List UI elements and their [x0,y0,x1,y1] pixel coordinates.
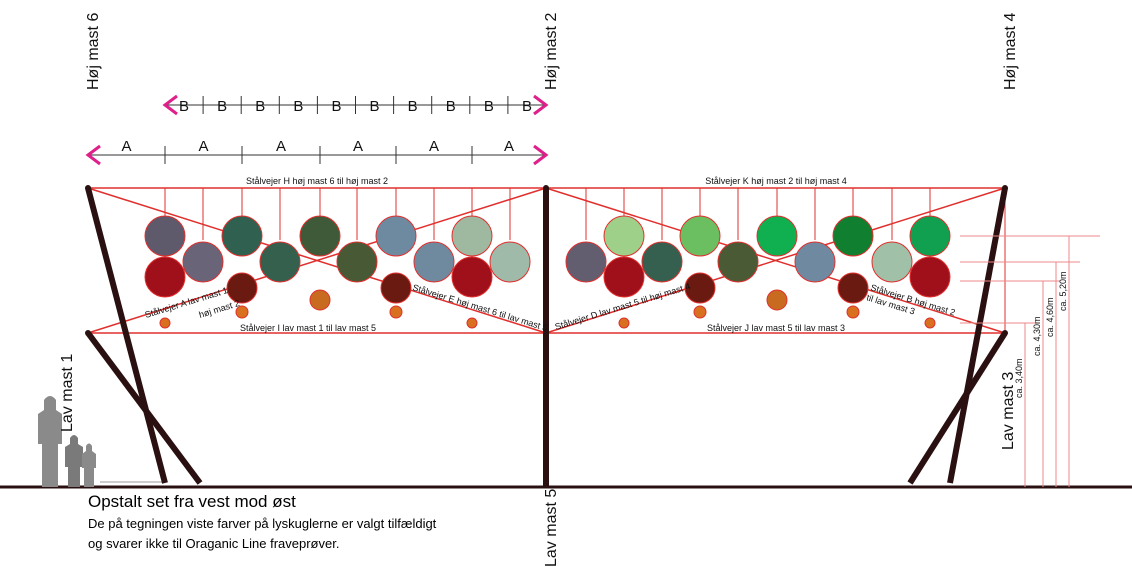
cable [87,187,547,334]
mast-top [543,330,549,336]
sphere [259,241,301,283]
mast-label: Lav mast 1 [59,354,76,432]
caption-line: og svarer ikke til Oraganic Line fravepr… [88,536,339,551]
dim-label: A [353,138,363,155]
sphere [144,256,186,298]
mast-top [85,330,91,336]
cable-label: Stålvejer I lav mast 1 til lav mast 5 [240,323,376,333]
sphere [684,272,716,304]
mast-label: Høj mast 2 [543,13,560,90]
sphere [451,256,493,298]
dim-label: B [370,98,380,115]
dim-label: B [408,98,418,115]
person [82,443,96,487]
sphere [235,305,249,319]
mast-top [85,185,91,191]
sphere [144,215,186,257]
sphere [603,256,645,298]
sphere [309,289,331,311]
dim-label: B [217,98,227,115]
sphere [766,289,788,311]
layout [0,94,1132,489]
caption-title: Opstalt set fra vest mod øst [88,492,296,511]
mast [947,187,1008,484]
sphere [909,256,951,298]
dim-label: A [121,138,131,155]
sphere [159,317,171,329]
cable-label: Stålvejer H høj mast 6 til høj mast 2 [246,176,388,186]
dim-label: B [179,98,189,115]
mast [85,187,168,484]
mast-top [1002,185,1008,191]
sphere [924,317,936,329]
sphere [182,241,224,283]
sphere [489,241,531,283]
dim-label: A [429,138,439,155]
caption-line: De på tegningen viste farver på lyskugle… [88,516,437,531]
sphere [794,241,836,283]
arrow [533,94,549,116]
sphere [565,241,607,283]
sphere [221,215,263,257]
dim-label: A [276,138,286,155]
sphere [717,241,759,283]
sphere [375,215,417,257]
height-label: ca. 4,30m [1032,316,1042,356]
person [65,435,83,487]
sphere [693,305,707,319]
sphere [871,241,913,283]
dim-label: A [504,138,514,155]
arrow [162,94,178,116]
sphere [641,241,683,283]
sphere [603,215,645,257]
sphere [832,215,874,257]
sphere [299,215,341,257]
dim-label: B [484,98,494,115]
sphere [618,317,630,329]
sphere [466,317,478,329]
dim-label: B [255,98,265,115]
mast-label: Høj mast 6 [85,13,102,90]
person [38,396,62,487]
mast-label: Lav mast 3 [1000,372,1017,450]
arrow [533,144,549,166]
dim-label: A [198,138,208,155]
sphere [413,241,455,283]
mast [85,331,203,485]
height-label: ca. 3,40m [1014,358,1024,398]
mast [907,331,1008,485]
mast-label: Høj mast 4 [1002,13,1019,90]
sphere [389,305,403,319]
cable [545,187,1006,334]
sphere [226,272,258,304]
sphere [756,215,798,257]
sphere [336,241,378,283]
sphere [909,215,951,257]
dim-label: B [331,98,341,115]
sphere [846,305,860,319]
mast-label: Lav mast 5 [543,489,560,567]
cable-label: Stålvejer J lav mast 5 til lav mast 3 [707,323,845,333]
height-label: ca. 5,20m [1058,271,1068,311]
arrow [85,144,101,166]
dim-label: B [522,98,532,115]
cable-label: Stålvejer K høj mast 2 til høj mast 4 [705,176,847,186]
sphere [679,215,721,257]
mast-top [543,185,549,191]
height-label: ca. 4,60m [1045,297,1055,337]
sphere [837,272,869,304]
mast-top [1002,330,1008,336]
sphere [451,215,493,257]
dim-label: B [293,98,303,115]
dim-label: B [446,98,456,115]
sphere [380,272,412,304]
